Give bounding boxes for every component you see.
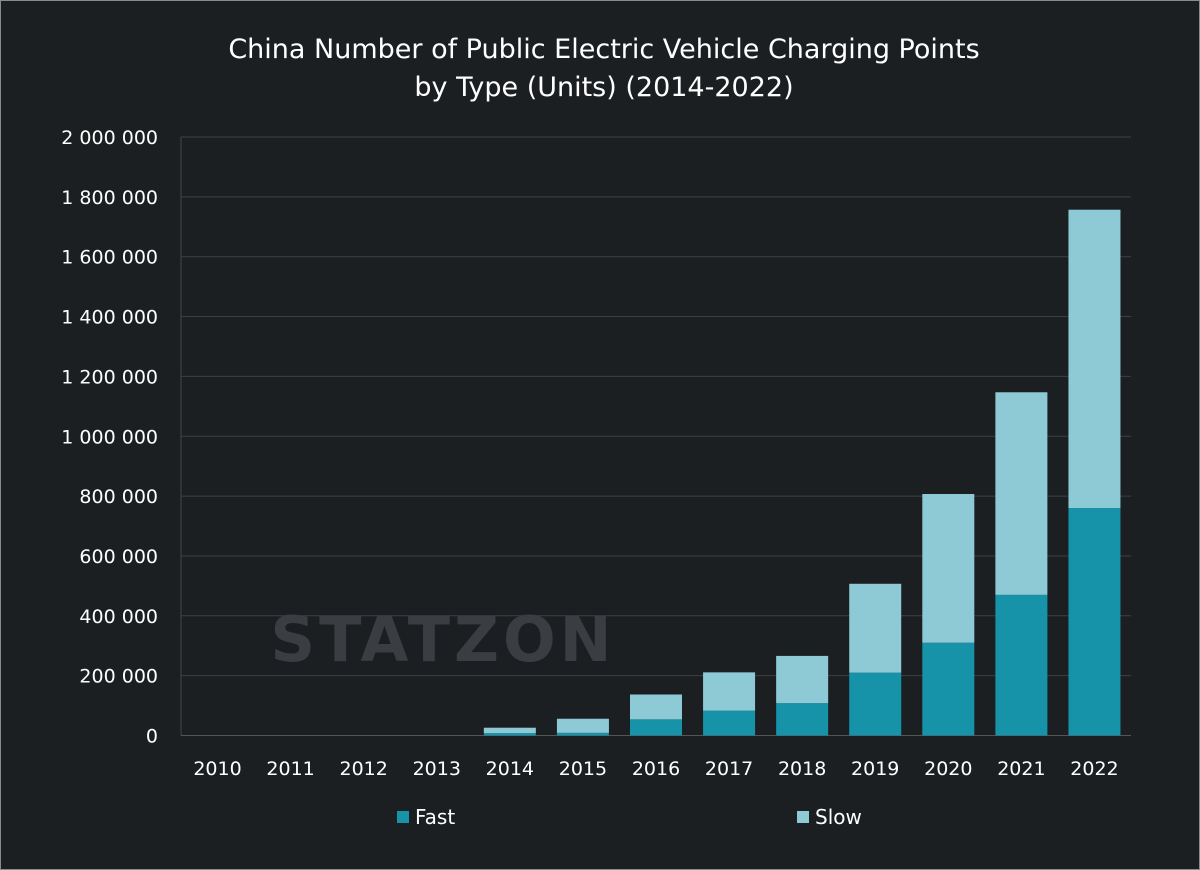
bar-slow-2018 (776, 655, 829, 704)
bar-slow-2022 (1068, 209, 1121, 509)
bar-slow-2016 (630, 694, 682, 720)
x-tick-label: 2022 (1070, 758, 1118, 780)
y-tick-label: 1 600 000 (61, 247, 158, 269)
x-tick-label: 2014 (486, 758, 534, 780)
y-tick-label: 1 000 000 (61, 426, 158, 448)
legend-item-fast: Fast (397, 805, 455, 829)
y-tick-label: 600 000 (79, 546, 158, 568)
bar-slow-2017 (703, 672, 756, 711)
bar-fast-2018 (776, 703, 829, 736)
legend-swatch-slow (797, 811, 809, 823)
legend-swatch-fast (397, 811, 409, 823)
x-tick-label: 2018 (778, 758, 826, 780)
bar-fast-2017 (703, 710, 756, 736)
legend-label-slow: Slow (815, 805, 862, 829)
title-line-1: China Number of Public Electric Vehicle … (228, 34, 980, 65)
x-tick-label: 2010 (193, 758, 241, 780)
bar-fast-2022 (1068, 508, 1121, 736)
bar-fast-2016 (630, 719, 682, 736)
x-tick-label: 2011 (266, 758, 314, 780)
watermark-logo: STATZON (270, 603, 615, 676)
legend-item-slow: Slow (797, 805, 862, 829)
y-tick-label: 1 800 000 (61, 187, 158, 209)
x-tick-label: 2020 (924, 758, 972, 780)
bar-slow-2019 (849, 583, 902, 673)
x-tick-label: 2013 (413, 758, 461, 780)
x-tick-label: 2016 (632, 758, 680, 780)
y-tick-label: 0 (146, 726, 158, 748)
bar-fast-2019 (849, 672, 902, 736)
bar-fast-2014 (483, 733, 536, 736)
y-tick-label: 1 400 000 (61, 307, 158, 329)
bar-slow-2021 (995, 392, 1048, 595)
bar-slow-2020 (922, 494, 975, 643)
y-tick-label: 200 000 (79, 666, 158, 688)
x-tick-label: 2012 (340, 758, 388, 780)
bar-fast-2020 (922, 642, 975, 736)
x-tick-label: 2015 (559, 758, 607, 780)
x-tick-label: 2019 (851, 758, 899, 780)
legend-label-fast: Fast (415, 805, 456, 829)
title-line-2: by Type (Units) (2014-2022) (414, 72, 794, 103)
bar-fast-2021 (995, 594, 1048, 736)
bar-slow-2015 (556, 718, 609, 733)
bar-slow-2014 (483, 727, 536, 734)
y-tick-label: 800 000 (79, 486, 158, 508)
bar-fast-2015 (556, 732, 609, 736)
y-tick-label: 400 000 (79, 606, 158, 628)
y-tick-label: 1 200 000 (61, 366, 158, 388)
x-tick-label: 2017 (705, 758, 753, 780)
x-tick-label: 2021 (997, 758, 1045, 780)
y-tick-label: 2 000 000 (61, 127, 158, 149)
chart-title: China Number of Public Electric Vehicle … (1, 31, 1199, 107)
